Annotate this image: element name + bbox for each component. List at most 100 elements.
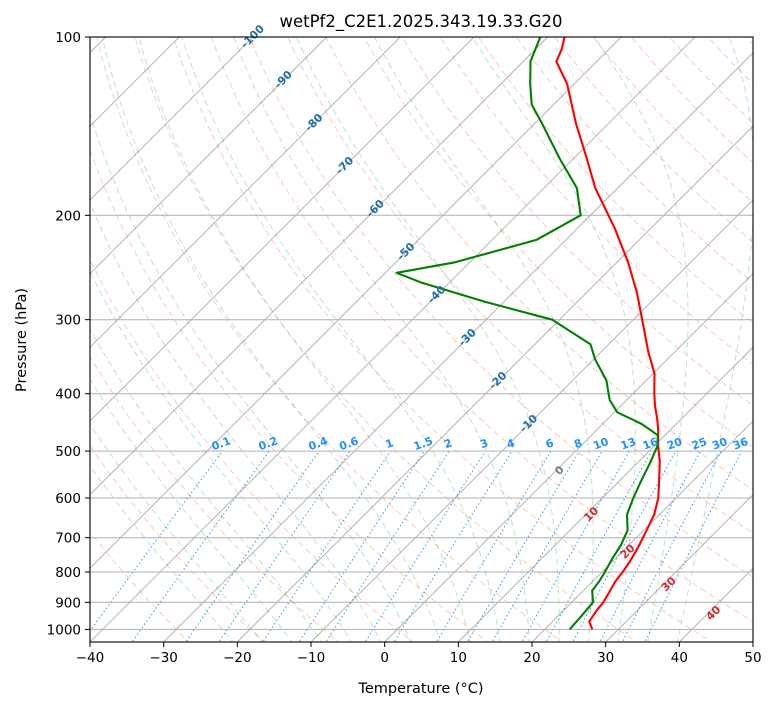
dry-adiabat [439, 37, 753, 365]
mixing-ratio-line [325, 450, 450, 642]
mixing-ratio-label: 0.6 [338, 434, 361, 453]
mixing-ratio-label: 4 [505, 436, 517, 451]
mixing-ratio-label: 3 [478, 436, 490, 451]
y-tick-label: 500 [55, 444, 81, 460]
dry-adiabat [707, 37, 753, 85]
mixing-ratio-label: 8 [572, 436, 584, 451]
mixing-ratio-label: 0.4 [307, 434, 330, 453]
skewed-isotherm [236, 125, 753, 642]
moist-adiabat [101, 37, 441, 642]
mixing-ratio-label: 20 [665, 435, 684, 453]
mixing-ratio-label: 1 [384, 436, 396, 451]
dry-adiabat [90, 148, 489, 642]
isotherm-label: 30 [659, 574, 679, 594]
mixing-ratio-label: 36 [731, 435, 750, 453]
dewpoint-profile-line [395, 37, 659, 631]
mixing-ratio-label: 1.5 [412, 434, 435, 453]
dry-adiabat [90, 258, 414, 642]
isotherm-label: 10 [581, 504, 601, 524]
mixing-ratio-line [572, 450, 677, 642]
plot-frame [89, 36, 754, 643]
mixing-ratio-line [90, 450, 223, 632]
y-tick-label: 400 [55, 387, 81, 403]
isotherm-label: 0 [552, 463, 567, 478]
x-tick-label: −20 [223, 650, 252, 666]
isotherm-label: 40 [703, 603, 723, 623]
isotherm-label: -60 [364, 197, 387, 220]
skewed-isotherm [90, 37, 475, 422]
mixing-ratio-label: 10 [591, 435, 610, 453]
mixing-ratio-line [298, 450, 425, 642]
skewed-isotherm [457, 346, 753, 642]
x-tick-label: 40 [671, 650, 688, 666]
isotherm-label: -70 [333, 154, 356, 177]
y-tick-label: 1000 [47, 622, 81, 638]
y-tick-label: 200 [55, 208, 81, 224]
mixing-ratio-line [599, 450, 701, 642]
y-tick-label: 300 [55, 313, 81, 329]
skewed-isotherm [383, 273, 753, 642]
moist-adiabat [471, 37, 636, 642]
y-tick-label: 700 [55, 531, 81, 547]
skewed-isotherm [90, 37, 549, 496]
dry-adiabat [134, 37, 638, 642]
skewed-isotherm [752, 641, 753, 642]
mixing-ratio-line [435, 450, 552, 642]
skewed-isotherm [90, 37, 401, 348]
temperature-profile-line [555, 37, 661, 630]
mixing-ratio-line [364, 450, 486, 642]
skewed-isotherm [310, 199, 753, 642]
skewed-isotherm [90, 37, 328, 275]
mixing-ratio-label: 16 [641, 435, 660, 453]
x-tick-label: 30 [597, 650, 614, 666]
mixing-ratio-label: 2 [442, 436, 454, 451]
dry-adiabat [478, 37, 753, 324]
moist-adiabat [181, 37, 501, 642]
moist-adiabat [90, 464, 234, 642]
skewed-isotherm [162, 52, 753, 642]
mixing-ratio-line [262, 450, 392, 642]
mixing-ratio-label: 30 [710, 435, 729, 453]
skewed-isotherm [90, 37, 622, 569]
dry-adiabat [325, 37, 753, 491]
mixing-ratio-label: 0.2 [257, 434, 280, 453]
mixing-ratio-line [131, 450, 270, 642]
mixing-ratio-line [185, 450, 320, 642]
mixing-ratio-line [621, 450, 722, 642]
chart-title: wetPf2_C2E1.2025.343.19.33.G20 [279, 12, 562, 32]
skewed-isotherm [90, 37, 254, 201]
y-tick-label: 600 [55, 491, 81, 507]
dry-adiabat [745, 37, 753, 46]
skewed-isotherm [678, 567, 753, 642]
x-tick-label: −30 [149, 650, 178, 666]
y-tick-label: 100 [55, 30, 81, 46]
x-tick-label: 20 [523, 650, 540, 666]
moist-adiabat [90, 112, 412, 642]
dry-adiabat [363, 37, 753, 448]
mixing-ratio-line [218, 450, 351, 642]
dry-adiabat [249, 37, 753, 578]
dry-adiabat [210, 37, 753, 623]
mixing-ratio-label: 6 [544, 436, 556, 451]
x-tick-label: −40 [76, 650, 105, 666]
mixing-ratio-label: 0.1 [210, 434, 233, 453]
x-axis-label: Temperature (°C) [357, 681, 483, 697]
skewed-isotherm [531, 420, 753, 642]
y-axis-label: Pressure (hPa) [14, 288, 30, 392]
mixing-ratio-label: 25 [690, 435, 709, 452]
mixing-ratio-line [393, 450, 513, 642]
dry-adiabat [401, 37, 753, 406]
x-tick-label: 10 [450, 650, 467, 666]
moist-adiabat [373, 37, 594, 642]
moist-adiabat [90, 201, 382, 642]
moist-adiabat [90, 270, 352, 642]
skewed-isotherm [604, 493, 753, 642]
isotherm-label: -10 [517, 412, 540, 435]
skewed-isotherm [90, 37, 696, 642]
isotherm-label: -20 [486, 369, 509, 392]
isotherm-label: -30 [456, 326, 479, 349]
moist-adiabat [90, 423, 264, 642]
dry-adiabat [90, 445, 265, 642]
x-tick-label: 0 [380, 650, 389, 666]
